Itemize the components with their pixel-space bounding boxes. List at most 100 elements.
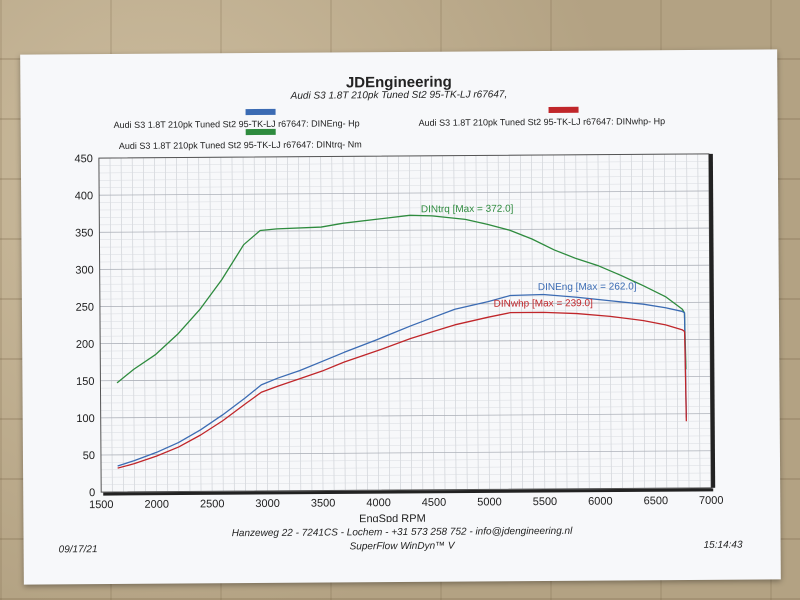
x-tick-label: 6500 [644,495,669,507]
grid-line-vertical [564,154,568,489]
grid-line-vertical [542,155,546,489]
x-axis-label: EngSpd RPM [359,513,426,525]
grid-line-horizontal [100,428,711,433]
chart-grid [98,153,712,493]
grid-line-horizontal [99,198,710,203]
grid-line-vertical [165,157,169,492]
grid-line-vertical [664,154,668,489]
report-time: 15:14:43 [703,539,743,551]
grid-line-vertical [697,153,701,488]
grid-line-vertical [686,153,690,488]
report-date: 09/17/21 [58,544,98,556]
grid-line-vertical [198,157,202,492]
grid-line-vertical [608,154,612,489]
grid-line-vertical [276,156,279,491]
plot-frame-shadow-bottom [103,488,714,496]
grid-line-vertical [231,157,235,492]
grid-line-vertical [653,154,657,489]
dyno-chart: 1500 2000 2500 3000 3500 4000 4500 5000 5500 6000… [74,153,723,525]
grid-line-vertical [320,156,324,491]
grid-line-vertical [364,156,368,491]
grid-line-vertical [353,156,357,491]
chart-axes [98,153,716,496]
grid-line-horizontal [99,287,710,292]
grid-line-horizontal [100,346,711,352]
grid-line-horizontal [101,457,711,463]
x-tick-label: 5500 [533,496,558,508]
grid-line-horizontal [99,242,710,248]
grid-line-vertical [520,155,523,490]
grid-line-horizontal [100,443,711,448]
grid-line-vertical [220,157,224,492]
grid-line-vertical [264,156,268,491]
grid-line-horizontal [100,324,711,330]
chart-series [116,214,687,469]
series-line-2 [117,311,687,469]
grid-line-horizontal [99,235,710,240]
grid-line-vertical [531,155,535,490]
grid-line-horizontal [99,272,710,278]
y-tick-label: 400 [75,190,93,202]
grid-line-vertical [176,157,180,492]
grid-line-horizontal [100,361,711,367]
grid-line-vertical [453,155,457,490]
grid-line-vertical [420,155,424,490]
grid-line-vertical [619,154,623,489]
grid-line-vertical [209,157,213,492]
y-tick-label: 200 [76,339,94,351]
grid-line-vertical [142,157,146,492]
grid-line-horizontal [100,338,711,345]
grid-line-horizontal [99,264,710,270]
grid-line-vertical [253,157,257,492]
x-tick-label: 5000 [477,496,502,508]
y-tick-label: 150 [76,376,94,388]
y-tick-label: 100 [76,413,94,425]
grid-line-vertical [486,155,490,490]
grid-line-horizontal [99,183,710,189]
series-line-0 [116,214,687,384]
x-tick-label: 4000 [366,497,391,509]
grid-line-horizontal [100,353,711,359]
grid-line-horizontal [99,205,710,211]
grid-line-vertical [508,155,512,490]
grid-line-vertical [630,154,634,489]
grid-line-vertical [309,156,313,491]
grid-line-horizontal [100,398,711,404]
grid-line-horizontal [101,472,712,478]
grid-line-vertical [431,155,435,490]
grid-line-vertical [586,154,590,489]
plot-frame [98,153,712,493]
grid-line-horizontal [98,161,709,166]
grid-line-horizontal [100,435,711,441]
grid-line-horizontal [99,190,710,196]
grid-line-horizontal [100,316,711,322]
plot-frame-shadow-right [708,153,716,488]
x-tick-label: 3500 [311,497,336,509]
grid-line-horizontal [100,368,711,374]
grid-line-horizontal [99,309,710,315]
grid-line-vertical [386,156,390,491]
grid-line-horizontal [99,250,710,255]
grid-line-vertical [675,154,679,489]
grid-line-horizontal [101,465,712,471]
y-tick-label: 250 [76,302,94,314]
grid-line-horizontal [100,450,711,456]
series-annotation-0: DINtrq [Max = 372.0] [421,204,514,216]
grid-line-vertical [475,155,479,490]
grid-line-vertical [342,156,346,491]
series-annotation-1: DINEng [Max = 262.0] [538,281,637,293]
chart-ticks: 1500 2000 2500 3000 3500 4000 4500 5000 5500 6000… [74,153,723,511]
series-line-1 [117,293,687,467]
grid-line-vertical [442,155,446,490]
grid-line-vertical [398,156,401,491]
x-tick-label: 2500 [200,498,225,510]
grid-line-vertical [109,158,113,493]
grid-line-horizontal [99,279,710,285]
grid-line-horizontal [100,420,711,426]
y-tick-label: 300 [75,264,93,276]
grid-line-horizontal [99,220,710,226]
grid-line-vertical [120,157,124,492]
grid-line-vertical [131,157,135,492]
x-tick-label: 1500 [89,499,114,511]
grid-line-horizontal [100,391,711,396]
